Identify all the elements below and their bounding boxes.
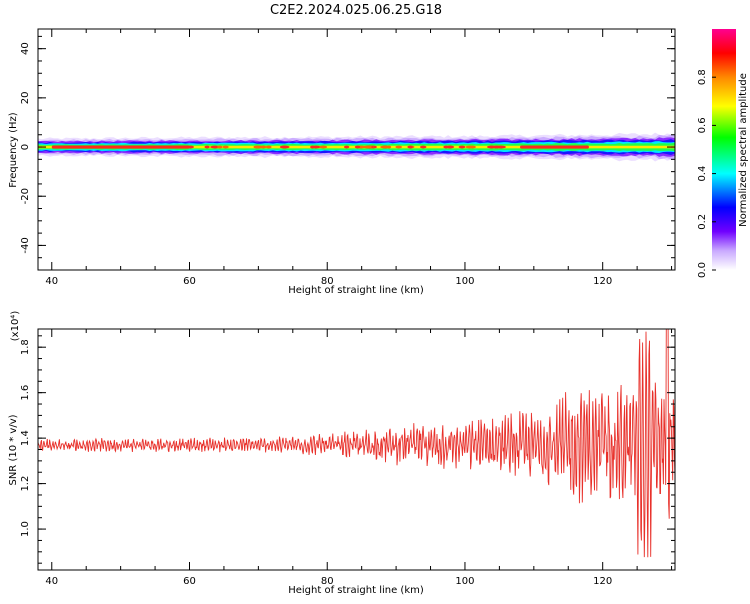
spectrogram-peak-blob [217,145,223,149]
y-tick-label: 1.6 [20,385,31,401]
spectrogram-peak-segment [51,145,190,149]
spectrogram-peak-blob [265,145,272,149]
colorbar-ticks: 0.0 0.2 0.4 0.6 0.8 [697,69,716,278]
y-tick-label: 1.8 [20,339,31,355]
colorbar-tick-label: 0.6 [697,117,708,133]
y-tick-label: -20 [20,188,31,204]
snr-y-axis-label: SNR (10 * v/v) [8,414,19,485]
colorbar-tick-label: 0.8 [697,69,708,85]
snr-panel: 40 60 80 100 120 1.0 1.2 1.4 1.6 1.8 Height of s… [8,311,676,596]
spectrogram-peak-blob [354,145,361,149]
y-tick-label: 20 [20,91,31,104]
spectrogram-x-ticks: 40 60 80 100 120 [45,29,673,287]
x-tick-label: 40 [45,276,58,287]
spectrogram-frame [37,28,676,271]
x-tick-label: 80 [321,276,334,287]
spectrogram-peak-blob [458,145,466,149]
x-tick-label: 60 [183,276,196,287]
colorbar-tick-label: 0.0 [697,262,708,278]
spectrogram-panel: 40 60 80 100 120 40 20 0 -20 -40 Height of strai… [8,28,676,296]
spectrogram-peak-blob [496,145,507,149]
spectrogram-peak-blob [407,145,413,149]
spectrogram-peak-blob [319,145,328,149]
y-tick-label: 1.4 [20,430,31,446]
colorbar-tick-label: 0.4 [697,166,708,182]
snr-x-axis-label: Height of straight line (km) [288,585,424,596]
colorbar-label: Normalized spectral amplitude [738,73,749,227]
spectrogram-band [38,132,675,162]
spectrogram-peak-blob [492,145,499,149]
spectrogram-peak-blob [380,145,390,149]
spectrogram-peak-blob [204,145,210,149]
snr-scale-label: (x10⁴) [10,311,21,342]
colorbar-gradient [712,29,736,270]
spectrogram-peak-blob [446,145,455,149]
y-tick-label: 0 [20,144,31,150]
spectrogram-y-axis-label: Frequency (Hz) [8,112,19,188]
spectrogram-peak-blob [362,145,373,149]
snr-x-ticks: 40 60 80 100 120 [45,329,673,587]
x-tick-label: 40 [45,576,58,587]
spectrogram-peak-blob [281,145,290,149]
y-tick-label: 1.0 [20,521,31,537]
spectrogram-peak-segment [520,145,589,149]
x-tick-label: 120 [593,276,612,287]
x-tick-label: 100 [455,576,474,587]
y-tick-label: -40 [20,237,31,253]
spectrogram-peak-blob [222,145,229,149]
spectrogram-peak-blob [253,145,260,149]
colorbar: 0.0 0.2 0.4 0.6 0.8 Normalized spectral ampl… [697,29,749,278]
spectrogram-peak-blob [310,145,315,149]
spectrogram-peak-blob [210,145,220,149]
x-tick-label: 120 [593,576,612,587]
y-tick-label: 40 [20,42,31,55]
x-tick-label: 80 [321,576,334,587]
x-tick-label: 60 [183,576,196,587]
spectrogram-peak-blob [419,145,427,149]
colorbar-tick-label: 0.2 [697,214,708,230]
snr-y-ticks: 1.0 1.2 1.4 1.6 1.8 [20,335,675,564]
spectrogram-x-axis-label: Height of straight line (km) [288,285,424,296]
y-tick-label: 1.2 [20,476,31,492]
spectrogram-y-ticks: 40 20 0 -20 -40 [20,35,675,271]
x-tick-label: 100 [455,276,474,287]
snr-series-line [38,329,675,558]
spectrogram-peak-blob [260,145,267,149]
figure-title: C2E2.2024.025.06.25.G18 [270,3,442,18]
spectrogram-peak-blob [343,145,350,149]
spectrogram-peak-blob [395,145,403,149]
snr-frame [37,328,676,571]
spectrogram-peak-blob [186,145,195,149]
spectrogram-peak-blob [469,145,476,149]
